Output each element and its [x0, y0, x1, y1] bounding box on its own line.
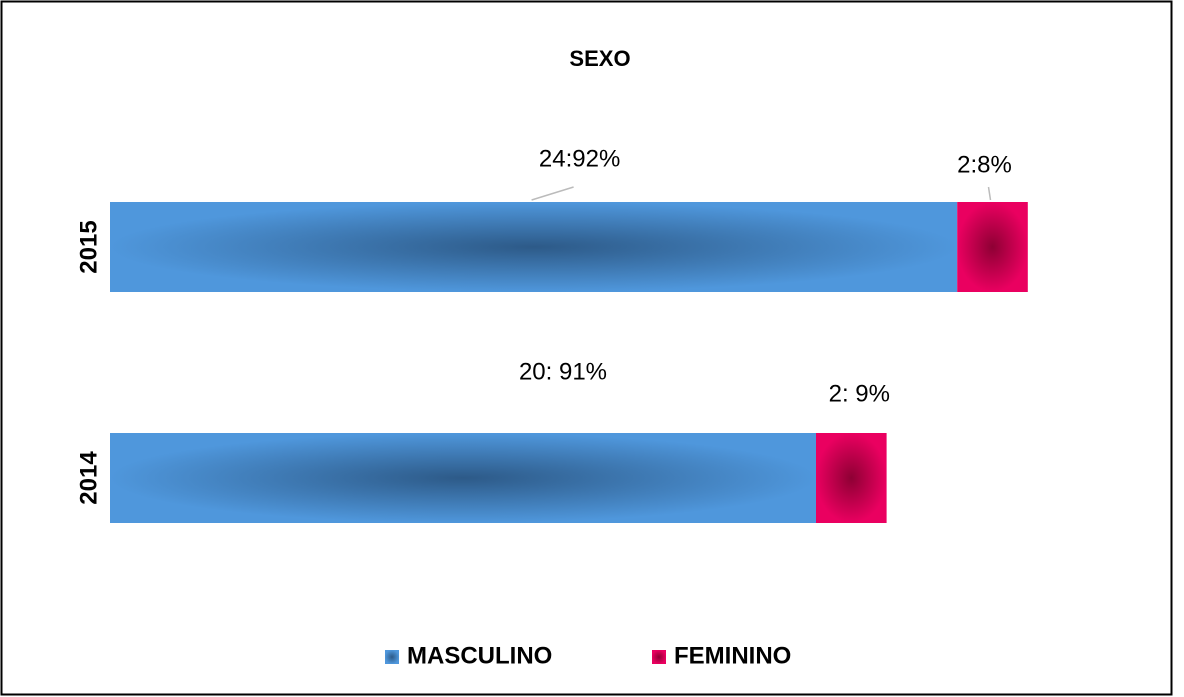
y-tick-label: 2015	[75, 220, 102, 273]
leader-line	[987, 186, 992, 201]
data-label: 20: 91%	[519, 358, 607, 385]
leader-line	[531, 186, 574, 201]
chart-title: SEXO	[569, 46, 630, 71]
legend-label: FEMININO	[674, 642, 791, 669]
legend-swatch	[385, 650, 399, 664]
bar	[816, 433, 887, 523]
data-label: 2:8%	[957, 151, 1012, 178]
data-label: 24:92%	[539, 145, 620, 172]
legend-label: MASCULINO	[407, 642, 552, 669]
bar	[957, 202, 1028, 292]
y-tick-label: 2014	[75, 451, 102, 505]
data-label: 2: 9%	[829, 380, 890, 407]
legend-swatch	[652, 650, 666, 664]
bar	[110, 202, 958, 292]
bar	[110, 433, 816, 523]
